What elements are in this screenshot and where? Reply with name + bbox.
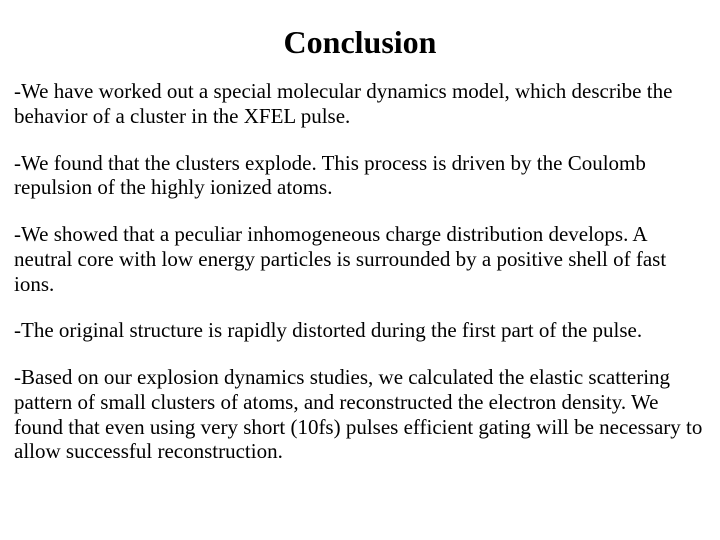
conclusion-point-2: -We found that the clusters explode. Thi… <box>14 151 706 201</box>
conclusion-point-5: -Based on our explosion dynamics studies… <box>14 365 706 464</box>
slide-title: Conclusion <box>14 24 706 61</box>
conclusion-point-3: -We showed that a peculiar inhomogeneous… <box>14 222 706 296</box>
slide-container: Conclusion -We have worked out a special… <box>0 0 720 540</box>
conclusion-point-1: -We have worked out a special molecular … <box>14 79 706 129</box>
conclusion-point-4: -The original structure is rapidly disto… <box>14 318 706 343</box>
